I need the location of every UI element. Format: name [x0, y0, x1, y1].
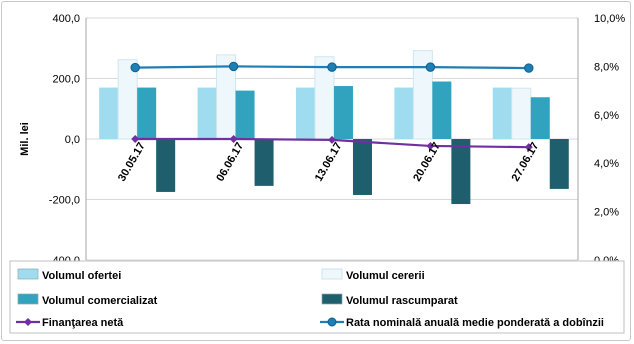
legend: Volumul ofertei Volumul cererii Volumul co… — [9, 260, 625, 334]
line-point — [426, 141, 435, 150]
legend-box — [9, 260, 625, 334]
legend-swatch — [321, 268, 343, 280]
line-point — [425, 62, 436, 72]
legend-label: Volumul cererii — [346, 270, 425, 282]
legend-label: Rata nominală anuală medie ponderată a d… — [346, 317, 604, 329]
line-point — [524, 143, 533, 152]
bar — [394, 87, 414, 139]
bar — [137, 87, 157, 139]
y-tick-label-left: 200,0 — [52, 74, 80, 86]
grid — [85, 17, 579, 261]
bar — [235, 90, 255, 139]
legend-label: Volumul comercializat — [42, 295, 158, 307]
bar — [549, 139, 569, 189]
bar — [295, 87, 315, 139]
bar — [451, 139, 471, 205]
y-tick-label-left: 0,0 — [65, 134, 80, 146]
bar — [492, 87, 512, 139]
bar — [432, 81, 452, 139]
bar — [254, 139, 274, 186]
x-tick-label: 13.06.17 — [313, 141, 345, 184]
line-point — [130, 62, 140, 73]
legend-marker — [327, 317, 337, 327]
bar — [156, 139, 176, 192]
y-axis-title: Mil. lei — [19, 122, 31, 156]
y-tick-label-right: 10,0% — [594, 13, 625, 25]
y-tick-label-left: -200,0 — [49, 195, 80, 207]
line-point — [327, 62, 337, 72]
bar — [197, 87, 217, 139]
lines — [130, 61, 534, 152]
bar — [530, 97, 550, 139]
bar — [352, 139, 372, 195]
x-tick-label: 30.05.17 — [116, 141, 148, 184]
line-point — [131, 135, 140, 143]
y-axis-right: 10,0%8,0%6,0%4,0%2,0%0,0% — [594, 13, 625, 267]
line-point — [524, 63, 534, 73]
legend-label: Finanţarea netă — [42, 317, 124, 329]
line-point — [229, 135, 238, 143]
bars — [99, 50, 569, 205]
x-tick-label: 20.06.17 — [411, 141, 443, 184]
bar — [333, 86, 353, 139]
bar — [511, 87, 532, 140]
y-tick-label-right: 6,0% — [594, 110, 619, 122]
legend-swatch — [17, 293, 39, 305]
y-tick-label-right: 2,0% — [594, 207, 619, 219]
legend-swatch — [17, 268, 39, 280]
legend-label: Volumul rascumparat — [346, 295, 458, 307]
x-tick-label: 06.06.17 — [214, 141, 246, 184]
legend-swatch — [321, 293, 343, 305]
legend-label: Volumul ofertei — [42, 270, 121, 282]
line-point — [228, 61, 239, 72]
legend-marker — [24, 318, 32, 326]
y-tick-label-right: 8,0% — [594, 61, 619, 73]
line-point — [328, 135, 336, 144]
y-tick-label-right: 4,0% — [594, 158, 619, 170]
bar — [99, 87, 119, 139]
y-tick-label-left: 400,0 — [52, 13, 80, 25]
